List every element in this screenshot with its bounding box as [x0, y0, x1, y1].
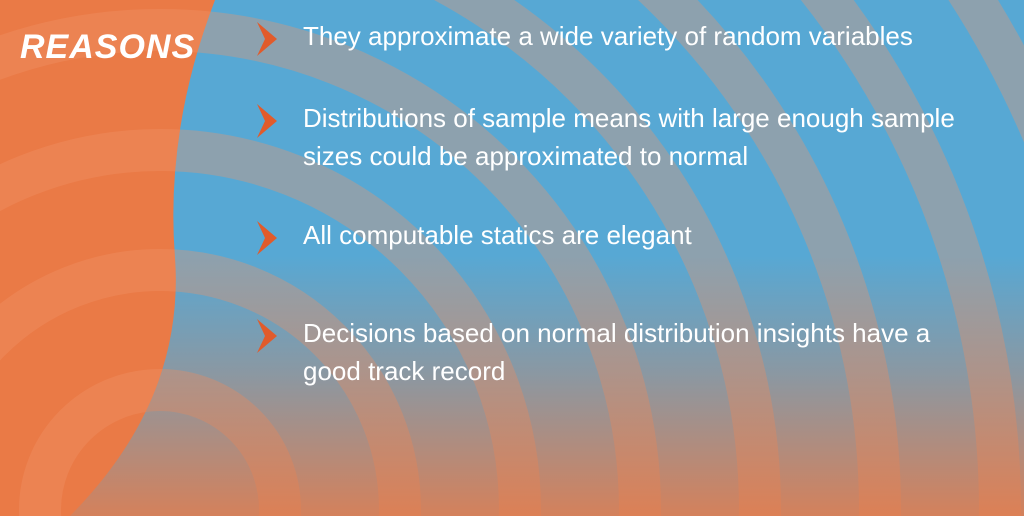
chevron-right-icon [255, 219, 281, 257]
chevron-right-icon [255, 102, 281, 140]
item-text: Decisions based on normal distribution i… [303, 315, 994, 390]
sidebar-shape [0, 0, 240, 516]
chevron-right-icon [255, 317, 281, 355]
item-text: Distributions of sample means with large… [303, 100, 994, 175]
sidebar-panel: Reasons [0, 0, 215, 516]
item-text: All computable statics are elegant [303, 217, 692, 255]
list-item: They approximate a wide variety of rando… [255, 18, 994, 58]
item-text: They approximate a wide variety of rando… [303, 18, 913, 56]
list-item: Decisions based on normal distribution i… [255, 315, 994, 390]
sidebar-title: Reasons [20, 28, 195, 67]
list-item: Distributions of sample means with large… [255, 100, 994, 175]
chevron-right-icon [255, 20, 281, 58]
list-item: All computable statics are elegant [255, 217, 994, 257]
content-area: They approximate a wide variety of rando… [255, 18, 994, 433]
